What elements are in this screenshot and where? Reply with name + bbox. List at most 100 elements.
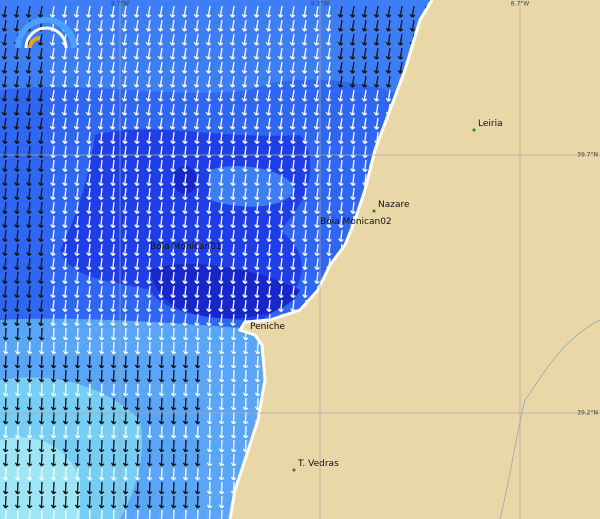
wave-arrow	[217, 33, 224, 46]
wave-arrow	[2, 285, 8, 299]
wave-arrow	[242, 397, 249, 411]
lon-label: 9.2°W	[311, 1, 330, 8]
wave-arrow	[194, 257, 200, 271]
wave-arrow	[74, 355, 81, 369]
wave-arrow	[50, 495, 57, 509]
wave-arrow	[146, 383, 153, 397]
wave-arrow	[73, 103, 80, 116]
wave-arrow	[218, 299, 224, 313]
wave-arrow	[98, 495, 105, 509]
wave-arrow	[278, 131, 284, 145]
wave-arrow	[37, 47, 44, 60]
wave-arrow	[85, 33, 92, 46]
wave-arrow	[122, 467, 129, 481]
wave-arrow	[385, 61, 392, 74]
wave-arrow	[134, 467, 141, 481]
wave-arrow	[86, 159, 92, 173]
wave-arrow	[38, 313, 44, 327]
wave-arrow	[73, 61, 80, 74]
wave-arrow	[85, 5, 92, 18]
wave-arrow	[230, 229, 236, 243]
wave-arrow	[2, 355, 9, 369]
wave-arrow	[38, 201, 44, 215]
wave-arrow	[50, 173, 56, 187]
wave-arrow	[134, 173, 140, 187]
wave-arrow	[349, 117, 356, 130]
wave-arrow	[37, 103, 44, 116]
wave-arrow	[242, 257, 248, 271]
wave-arrow	[122, 369, 129, 383]
wave-arrow	[170, 229, 176, 243]
wave-arrow	[254, 285, 260, 299]
wave-arrow	[278, 173, 284, 187]
wave-arrow	[133, 75, 140, 88]
place-label: Bóia Monican01	[150, 241, 222, 252]
wave-arrow	[62, 187, 68, 201]
wave-arrow	[206, 453, 213, 467]
wave-arrow	[26, 495, 33, 509]
wave-arrow	[158, 243, 164, 257]
wave-arrow	[290, 271, 296, 285]
wave-arrow	[2, 383, 9, 397]
wave-arrow	[193, 117, 200, 130]
wave-arrow	[266, 271, 272, 285]
wave-arrow	[242, 285, 248, 299]
wave-arrow	[170, 257, 176, 271]
wave-arrow	[50, 299, 56, 313]
wave-arrow	[2, 215, 8, 229]
wave-arrow	[146, 509, 153, 519]
wave-arrow	[134, 495, 141, 509]
wave-arrow	[230, 215, 236, 229]
wave-arrow	[62, 355, 69, 369]
wave-arrow	[85, 117, 92, 130]
wave-arrow	[218, 369, 225, 383]
wave-arrow	[50, 481, 57, 495]
wave-arrow	[289, 19, 296, 32]
wave-arrow	[350, 131, 356, 145]
wave-arrow	[158, 215, 164, 229]
wave-arrow	[278, 187, 284, 201]
wave-arrow	[289, 89, 296, 102]
wave-arrow	[302, 229, 308, 243]
wave-arrow	[182, 215, 188, 229]
wave-arrow	[109, 89, 116, 102]
wave-arrow	[62, 243, 68, 257]
wave-arrow	[98, 173, 104, 187]
wave-arrow	[230, 159, 236, 173]
wave-arrow	[170, 425, 177, 439]
wave-arrow	[122, 481, 129, 495]
wave-arrow	[301, 103, 308, 116]
wave-arrow	[74, 285, 80, 299]
wave-arrow	[14, 411, 21, 425]
wave-arrow	[146, 425, 153, 439]
wave-arrow	[97, 19, 104, 32]
wave-arrow	[121, 33, 128, 46]
wave-arrow	[289, 33, 296, 46]
wave-arrow	[133, 117, 140, 130]
wave-arrow	[134, 313, 140, 327]
wave-arrow	[242, 215, 248, 229]
wave-arrow	[85, 75, 92, 88]
wave-arrow	[50, 355, 57, 369]
wave-arrow	[121, 5, 128, 18]
wave-arrow	[182, 397, 189, 411]
wave-arrow	[229, 19, 236, 32]
wave-arrow	[313, 5, 320, 18]
wave-arrow	[206, 341, 213, 355]
wave-arrow	[74, 369, 81, 383]
wave-arrow	[109, 33, 116, 46]
wave-arrow	[133, 61, 140, 74]
wave-arrow	[50, 369, 57, 383]
wave-arrow	[158, 131, 164, 145]
wave-arrow	[206, 173, 212, 187]
wave-arrow	[230, 299, 236, 313]
wave-arrow	[182, 173, 188, 187]
wave-arrow	[122, 313, 128, 327]
wave-arrow	[74, 439, 81, 453]
wave-arrow	[25, 103, 32, 116]
wave-arrow	[133, 89, 140, 102]
wave-arrow	[158, 369, 165, 383]
wave-arrow	[13, 19, 20, 32]
wave-arrow	[169, 47, 176, 60]
wave-arrow	[110, 285, 116, 299]
